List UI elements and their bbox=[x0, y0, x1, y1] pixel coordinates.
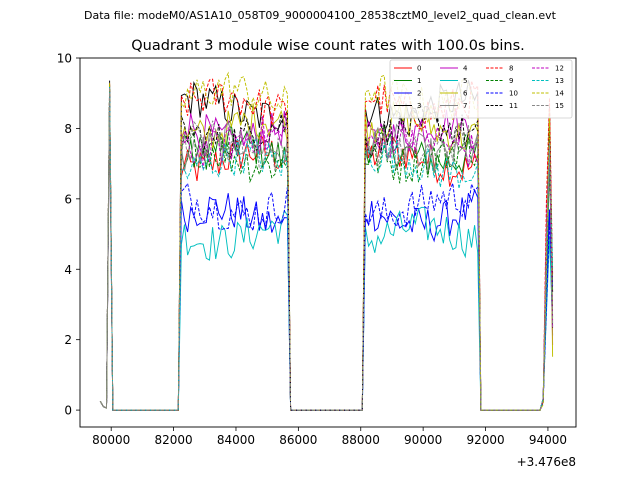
x-tick-label: 82000 bbox=[154, 433, 192, 447]
series-line-6 bbox=[99, 101, 554, 411]
legend-label-1: 1 bbox=[417, 77, 421, 85]
series-line-2 bbox=[99, 109, 554, 411]
legend-label-0: 0 bbox=[417, 65, 421, 73]
chart-suptitle: Data file: modeM0/AS1A10_058T09_90000041… bbox=[84, 9, 556, 22]
axes: 80000 82000 84000 86000 88000 90000 92000 94000… bbox=[57, 52, 567, 448]
legend-label-8: 8 bbox=[509, 65, 513, 73]
chart-title: Quadrant 3 module wise count rates with … bbox=[131, 38, 525, 54]
series-line-11 bbox=[99, 80, 554, 411]
legend-label-14: 14 bbox=[555, 90, 564, 98]
legend-label-12: 12 bbox=[555, 65, 564, 73]
y-tick-label: 4 bbox=[64, 263, 72, 277]
y-tick-label: 8 bbox=[64, 122, 72, 136]
y-tick-label: 2 bbox=[64, 333, 72, 347]
series-line-14 bbox=[99, 71, 554, 411]
legend-label-15: 15 bbox=[555, 102, 564, 110]
y-tick-label: 10 bbox=[57, 52, 72, 66]
series-line-7 bbox=[99, 90, 554, 411]
legend-label-4: 4 bbox=[463, 65, 468, 73]
plot-frame bbox=[79, 57, 577, 428]
series-line-4 bbox=[99, 104, 554, 411]
x-tick-label: 88000 bbox=[342, 433, 380, 447]
x-tick-label: 84000 bbox=[217, 433, 255, 447]
legend-label-9: 9 bbox=[509, 77, 513, 85]
legend-label-3: 3 bbox=[417, 102, 421, 110]
y-tick-label: 0 bbox=[64, 404, 72, 418]
legend-label-5: 5 bbox=[463, 77, 467, 85]
series-line-10 bbox=[99, 90, 554, 411]
series-line-13 bbox=[99, 86, 554, 411]
x-tick-label: 92000 bbox=[466, 433, 504, 447]
x-tick-label: 90000 bbox=[404, 433, 442, 447]
legend-label-11: 11 bbox=[509, 102, 518, 110]
series-line-0 bbox=[99, 91, 554, 411]
plot-lines bbox=[99, 71, 554, 411]
legend-label-10: 10 bbox=[509, 90, 518, 98]
legend-label-6: 6 bbox=[463, 90, 468, 98]
legend-label-7: 7 bbox=[463, 102, 467, 110]
series-line-5 bbox=[99, 97, 554, 411]
x-tick-label: 86000 bbox=[279, 433, 317, 447]
x-tick-label: 80000 bbox=[92, 433, 130, 447]
y-tick-label: 6 bbox=[64, 192, 72, 206]
series-line-1 bbox=[99, 96, 554, 411]
series-line-3 bbox=[99, 80, 554, 411]
series-line-15 bbox=[99, 87, 554, 411]
legend-label-13: 13 bbox=[555, 77, 564, 85]
x-tick-label: 94000 bbox=[529, 433, 567, 447]
x-offset-label: +3.476e8 bbox=[517, 455, 576, 469]
series-line-9 bbox=[99, 88, 554, 411]
legend-label-2: 2 bbox=[417, 90, 421, 98]
series-line-8 bbox=[99, 78, 554, 411]
legend-box bbox=[389, 59, 573, 119]
series-line-12 bbox=[99, 92, 554, 411]
